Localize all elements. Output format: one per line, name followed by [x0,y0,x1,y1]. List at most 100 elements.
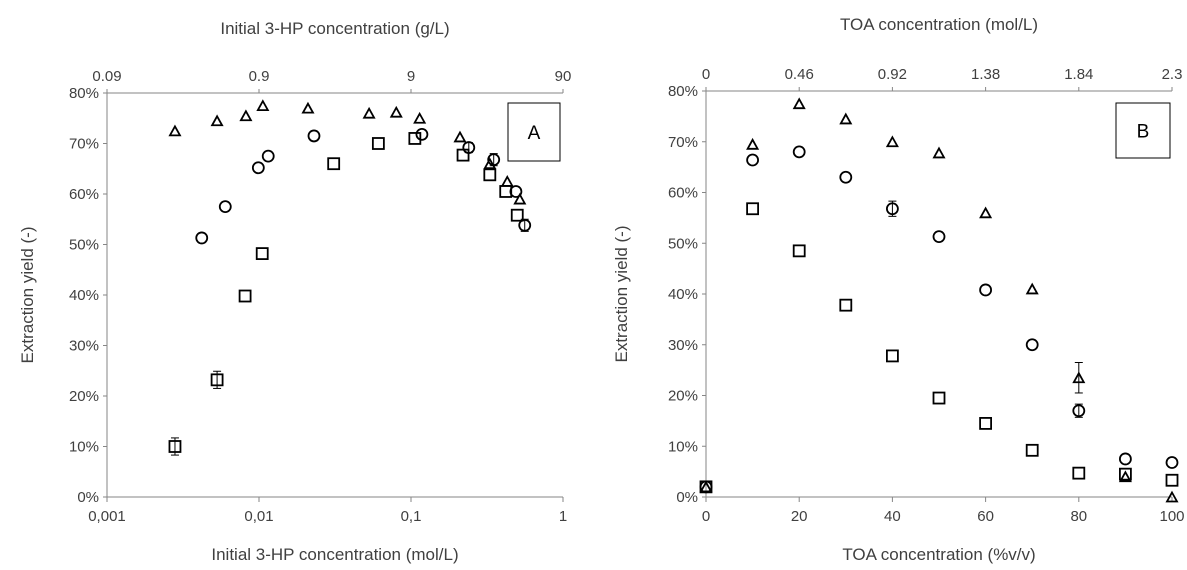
y-axis-title: Extraction yield (-) [18,227,37,364]
data-point-triangle [301,101,315,114]
x2-tick-label: 0.09 [92,68,121,85]
data-point-triangle [792,97,806,110]
chart-panel-a: 0% 10% 20% 30% 40% 50% 60% 70% 80% 0,001 0,01 0,1 1 0… [18,19,571,564]
y-tick-label: 0% [676,489,698,506]
series-square [699,202,1179,494]
x-tick-label: 0,01 [244,508,273,525]
data-point-circle [1119,452,1132,466]
data-point-circle [1025,338,1039,352]
data-point-circle [251,161,265,175]
data-point-circle [979,283,992,297]
data-point-square [408,132,422,145]
data-point-square [510,208,524,222]
data-point-triangle [699,480,713,493]
panel-label: B [1137,122,1150,143]
data-point-circle [839,170,853,184]
data-point-triangle [979,206,993,219]
data-point-square [886,349,899,363]
data-point-square [839,298,853,312]
y-tick-label: 10% [69,439,99,456]
data-point-circle [746,153,759,167]
data-point-square [1025,443,1039,457]
data-point-square [1072,466,1086,480]
series-triangle [168,99,527,205]
y-tick-label: 40% [668,286,698,303]
x-tick-label: 100 [1159,508,1184,525]
data-point-circle [1165,456,1179,469]
y-tick-label: 10% [668,438,698,455]
panel-label: A [528,123,541,144]
data-point-triangle [885,135,899,148]
y-tick-label: 60% [69,186,99,203]
data-point-triangle [1118,470,1132,483]
y-tick-label: 50% [69,237,99,254]
data-point-triangle [746,137,760,150]
data-point-triangle [513,192,527,205]
x2-tick-label: 0 [702,66,710,83]
x-tick-label: 60 [977,508,994,525]
x2-tick-label: 9 [407,68,415,85]
y-tick-label: 30% [69,338,99,355]
data-point-triangle [500,175,514,187]
y-tick-label: 20% [69,388,99,405]
data-point-square [1119,467,1132,481]
data-point-square [1165,473,1179,487]
x-axis-title: TOA concentration (%v/v) [842,545,1035,564]
x2-tick-label: 0.92 [878,66,907,83]
data-point-circle [792,145,806,159]
x-tick-label: 0,1 [401,508,422,525]
y-tick-label: 30% [668,337,698,354]
x2-tick-label: 1.84 [1064,66,1093,83]
x-tick-label: 1 [559,508,567,525]
data-point-triangle [168,124,182,137]
data-point-triangle [483,157,497,170]
x2-tick-label: 1.38 [971,66,1000,83]
y-tick-label: 0% [77,489,99,506]
x2-tick-label: 90 [555,68,572,85]
series-square [168,132,524,456]
y-axis-title: Extraction yield (-) [612,226,631,363]
y-tick-label: 70% [668,134,698,151]
x-tick-label: 80 [1070,508,1087,525]
data-point-triangle [1025,282,1039,295]
data-point-circle [1072,404,1086,418]
data-point-circle [261,149,275,163]
data-point-square [371,137,385,150]
data-point-square [483,168,497,182]
series-circle [195,128,532,245]
x2-tick-label: 0.9 [249,68,270,85]
y-tick-label: 60% [668,185,698,202]
data-point-triangle [1165,490,1179,503]
y-tick-label: 70% [69,136,99,153]
data-point-square [932,391,946,405]
data-point-circle [415,128,429,141]
y-tick-label: 40% [69,287,99,304]
data-point-square [979,417,992,430]
x2-axis-title: Initial 3-HP concentration (g/L) [220,19,449,38]
data-point-square [238,289,252,303]
data-point-square [699,480,713,494]
data-point-square [499,185,513,198]
data-point-circle [518,218,532,232]
x-tick-label: 0,001 [88,508,126,525]
x-axis-title: Initial 3-HP concentration (mol/L) [211,545,458,564]
data-point-triangle [389,105,403,118]
x2-axis-title: TOA concentration (mol/L) [840,15,1038,34]
data-point-triangle [256,99,270,112]
y-tick-label: 20% [668,388,698,405]
data-point-square [168,440,182,453]
y-tick-label: 50% [668,235,698,252]
y-tick-label: 80% [69,85,99,102]
data-point-square [792,244,806,258]
data-point-circle [886,202,899,216]
x-tick-label: 0 [702,508,710,525]
data-point-square [210,373,224,387]
data-point-circle [195,231,209,245]
data-point-circle [487,153,501,167]
x-tick-label: 40 [884,508,901,525]
data-point-triangle [362,106,376,119]
data-point-triangle [210,114,224,127]
data-point-square [456,148,470,162]
